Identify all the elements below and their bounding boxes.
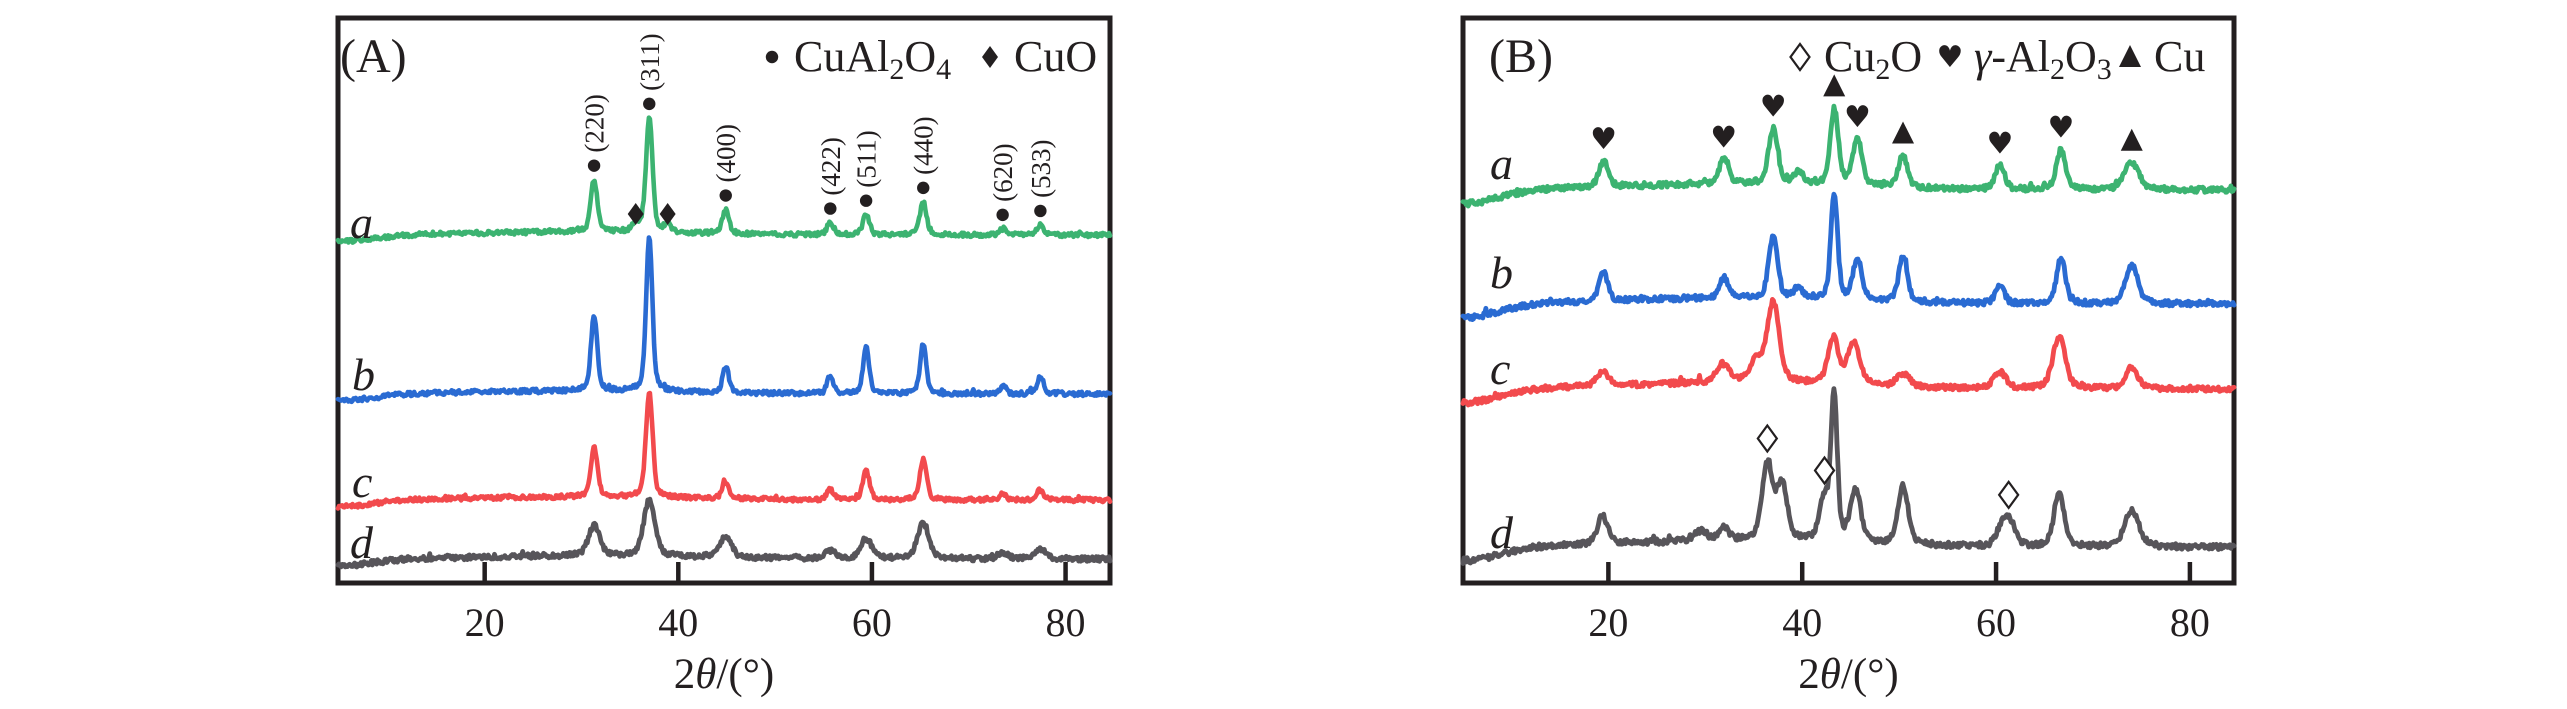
- x-axis-title: 2θ/(°): [674, 651, 774, 698]
- xrd-trace-d: [1460, 386, 2237, 566]
- xrd-trace-c: [335, 390, 1113, 511]
- phase-marker-dot: [917, 181, 930, 195]
- phase-marker-triangle: [1823, 74, 1846, 97]
- hkl-label-422: (422): [816, 137, 846, 195]
- legend-marker-dot: [765, 50, 779, 64]
- trace-label-c: c: [1490, 343, 1510, 394]
- xrd-trace-a: [335, 115, 1113, 245]
- phase-marker-dot: [859, 194, 873, 207]
- phase-marker-dot: [719, 189, 732, 202]
- xrd-trace-d: [335, 496, 1113, 570]
- trace-label-d: d: [1490, 507, 1514, 558]
- phase-marker-dot: [824, 202, 837, 215]
- hkl-label-620: (620): [988, 143, 1018, 201]
- legend-label-1: CuAl2​O4​: [794, 32, 951, 86]
- x-axis-tick-label: 80: [2170, 600, 2210, 645]
- x-axis-title: 2θ/(°): [1798, 651, 1898, 698]
- panel-b-chart: 20 40 60 80 2θ/(°) (B) Cu2​O ♥ γ-Al2​O3​ Cu a bc d ♥ ♥…: [1460, 15, 2237, 698]
- x-axis-tick-label: 60: [852, 600, 892, 645]
- legend-marker-triangle: [2119, 45, 2141, 67]
- hkl-label-311: (311): [635, 33, 665, 90]
- legend-label-1: Cu2​O: [1824, 32, 1922, 86]
- x-axis-tick-label: 20: [465, 600, 505, 645]
- phase-marker-fdiamond: [659, 203, 676, 225]
- trace-label-b: b: [1490, 247, 1513, 298]
- xrd-trace-b: [335, 235, 1113, 405]
- x-axis-tick-label: 60: [1976, 600, 2016, 645]
- trace-label-a: a: [350, 197, 373, 248]
- phase-marker-heart: ♥: [1710, 120, 1737, 155]
- phase-marker-odiamond: [1756, 423, 1779, 454]
- phase-marker-heart: ♥: [1986, 126, 2013, 161]
- x-axis-tick-label: 80: [1046, 600, 1086, 645]
- legend-label-2: γ-Al2​O3​: [1974, 32, 2112, 86]
- hkl-label-220: (220): [580, 94, 610, 152]
- panel-label: (A): [340, 30, 407, 83]
- phase-marker-dot: [1034, 204, 1047, 218]
- plot-frame: [335, 15, 1113, 586]
- phase-marker-heart: ♥: [1760, 90, 1787, 125]
- phase-marker-heart: ♥: [2048, 111, 2075, 146]
- phase-marker-dot: [996, 208, 1009, 222]
- phase-marker-dot: [587, 159, 601, 172]
- legend-marker-heart: ♥: [1937, 40, 1964, 75]
- hkl-label-511: (511): [852, 130, 882, 187]
- phase-marker-triangle: [2120, 128, 2143, 151]
- xrd-trace-c: [1460, 297, 2237, 408]
- phase-marker-odiamond: [1997, 480, 2020, 510]
- trace-label-c: c: [352, 456, 372, 507]
- hkl-label-400: (400): [711, 124, 741, 182]
- legend-label-3: Cu: [2154, 32, 2205, 81]
- phase-marker-heart: ♥: [1844, 100, 1871, 135]
- trace-label-d: d: [350, 517, 374, 568]
- legend-label-2: CuO: [1014, 32, 1097, 81]
- panel-label: (B): [1489, 30, 1553, 83]
- phase-marker-triangle: [1892, 121, 1915, 144]
- trace-label-b: b: [352, 349, 375, 400]
- x-axis-tick-label: 40: [1782, 600, 1822, 645]
- xrd-trace-a: [1460, 103, 2237, 209]
- legend-marker-odiamond: [1789, 42, 1811, 72]
- xrd-trace-b: [1460, 191, 2237, 322]
- x-axis-tick-label: 20: [1588, 600, 1628, 645]
- hkl-label-440: (440): [909, 116, 939, 174]
- phase-marker-odiamond: [1813, 455, 1836, 486]
- trace-label-a: a: [1490, 138, 1513, 189]
- legend-marker-fdiamond: [982, 46, 998, 68]
- phase-marker-dot: [643, 97, 656, 111]
- phase-marker-fdiamond: [627, 203, 644, 225]
- panel-a-chart: 20 40 60 80 2θ/(°) (A) CuAl2​O4​ CuO a b cd (220) (3…: [335, 15, 1113, 698]
- phase-marker-heart: ♥: [1590, 122, 1617, 157]
- x-axis-tick-label: 40: [658, 600, 698, 645]
- hkl-label-533: (533): [1026, 139, 1056, 197]
